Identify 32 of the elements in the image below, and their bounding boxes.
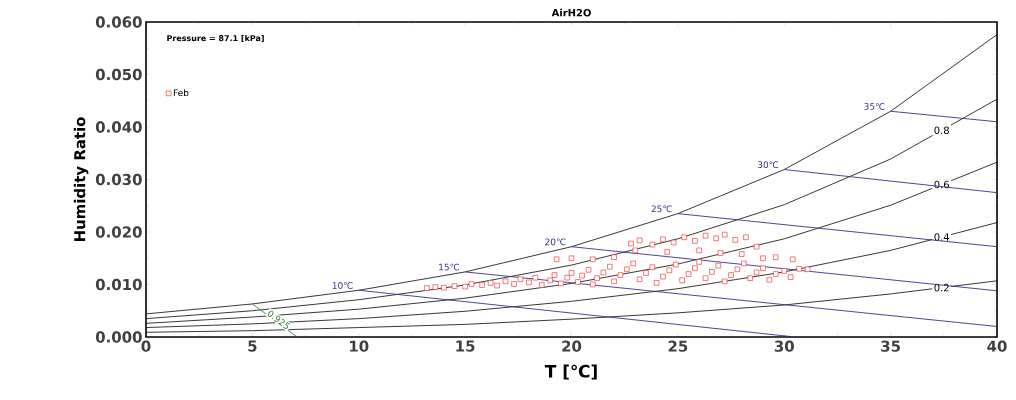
line-series: [146, 222, 998, 328]
legend-label: Feb: [173, 89, 189, 97]
x-axis-title: T [℃]: [544, 364, 597, 380]
series-label: 0.8: [934, 126, 949, 135]
x-tick-label: 0: [141, 340, 151, 352]
x-tick-label: 20: [562, 340, 582, 352]
y-axis-title: Humidity Ratio: [73, 117, 89, 242]
y-tick-label: 0.040: [95, 121, 142, 133]
series-label: 15℃: [439, 263, 460, 271]
x-tick-label: 25: [668, 340, 688, 352]
y-tick-label: 0.030: [95, 173, 142, 186]
series-label: 35℃: [864, 103, 885, 110]
y-tick-label: 0.060: [95, 16, 142, 28]
x-tick-label: 15: [456, 340, 475, 352]
series-label: 0.4: [934, 233, 950, 241]
chart-title: AirH2O: [551, 8, 591, 17]
x-tick-label: 40: [987, 340, 1007, 352]
x-tick-label: 5: [248, 340, 257, 352]
x-tick-label: 10: [350, 340, 369, 352]
y-tick-label: 0.000: [95, 331, 142, 343]
line-series: [146, 280, 998, 333]
y-tick-label: 0.020: [95, 226, 142, 238]
series-label: 0.2: [934, 283, 949, 292]
y-tick-label: 0.010: [95, 278, 142, 291]
series-label: 0.6: [934, 180, 949, 189]
series-label: 10℃: [332, 282, 353, 289]
series-label: 20℃: [545, 238, 566, 246]
series-label: 25℃: [651, 205, 672, 213]
x-tick-label: 30: [774, 340, 794, 352]
series-label: 30℃: [758, 161, 779, 169]
y-tick-label: 0.050: [95, 68, 142, 81]
x-tick-label: 35: [881, 340, 900, 352]
